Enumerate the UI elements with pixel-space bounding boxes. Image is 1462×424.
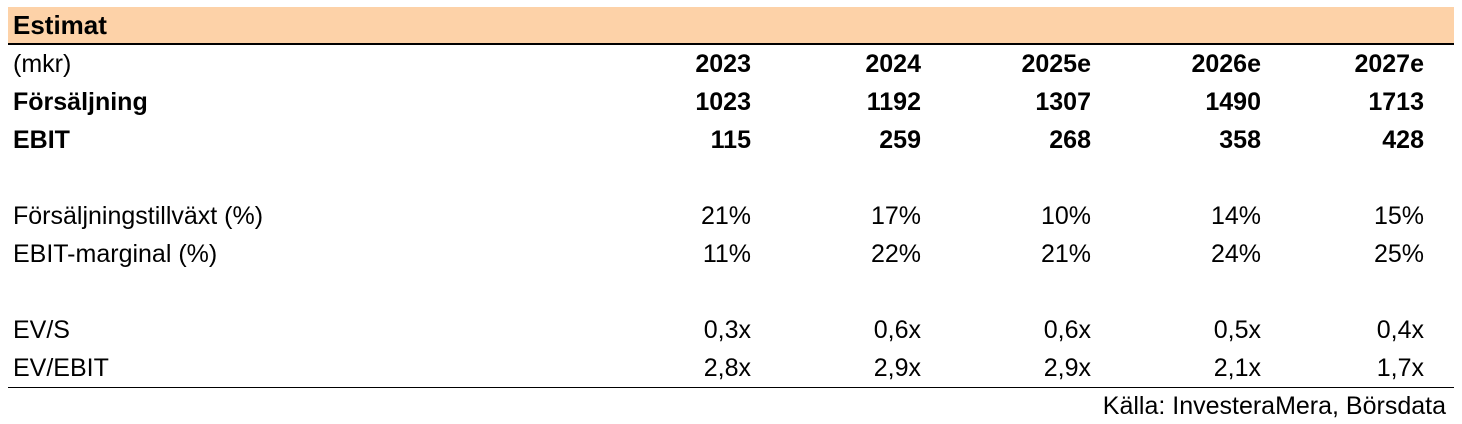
row-label: Försäljningstillväxt (%) (13, 201, 264, 230)
table-cell: 1307 (1035, 87, 1091, 116)
table-title: Estimat (13, 9, 107, 40)
year-header: 2026e (1191, 49, 1261, 78)
table-cell: 1192 (866, 87, 921, 116)
ev-ebit-row: EV/EBIT 2,8x 2,9x 2,9x 2,1x 1,7x (8, 349, 1454, 387)
table-cell: 2,9x (873, 353, 921, 382)
table-title-bar: Estimat (8, 7, 1454, 45)
year-header: 2027e (1354, 49, 1424, 78)
table-cell: 1023 (695, 87, 751, 116)
table-cell: 0,5x (1213, 315, 1261, 344)
row-label: EV/EBIT (13, 353, 109, 382)
table-cell: 0,4x (1376, 315, 1424, 344)
table-cell: 25% (1373, 239, 1424, 268)
table-cell: 2,9x (1043, 353, 1091, 382)
row-label: EBIT-marginal (%) (13, 239, 218, 268)
margin-row: EBIT-marginal (%) 11% 22% 21% 24% 25% (8, 235, 1454, 273)
table-cell: 21% (700, 201, 751, 230)
year-header: 2023 (695, 49, 751, 78)
table-cell: 358 (1219, 125, 1261, 154)
header-row: (mkr) 2023 2024 2025e 2026e 2027e (8, 45, 1454, 83)
table-cell: 15% (1373, 201, 1424, 230)
table-cell: 1713 (1368, 87, 1424, 116)
table-cell: 0,6x (1043, 315, 1091, 344)
table-cell: 1,7x (1376, 353, 1424, 382)
table-cell: 428 (1382, 125, 1424, 154)
table-cell: 259 (879, 125, 921, 154)
ebit-row: EBIT 115 259 268 358 428 (8, 121, 1454, 159)
table-cell: 10% (1040, 201, 1091, 230)
source-note: Källa: InvesteraMera, Börsdata (1102, 392, 1446, 420)
table-cell: 14% (1210, 201, 1261, 230)
ev-s-row: EV/S 0,3x 0,6x 0,6x 0,5x 0,4x (8, 311, 1454, 349)
table-cell: 1490 (1205, 87, 1261, 116)
row-label: Försäljning (13, 87, 148, 116)
table-bottom-rule (8, 387, 1454, 388)
row-spacer (8, 273, 1454, 311)
unit-label: (mkr) (13, 49, 72, 78)
table-cell: 17% (870, 201, 921, 230)
row-spacer (8, 159, 1454, 197)
table-cell: 11% (702, 239, 751, 268)
table-cell: 24% (1210, 239, 1261, 268)
table-cell: 0,3x (703, 315, 751, 344)
table-cell: 21% (1040, 239, 1091, 268)
table-cell: 268 (1049, 125, 1091, 154)
year-header: 2024 (865, 49, 921, 78)
row-label: EV/S (13, 315, 70, 344)
row-label: EBIT (13, 125, 70, 154)
year-header: 2025e (1021, 49, 1091, 78)
sales-row: Försäljning 1023 1192 1307 1490 1713 (8, 83, 1454, 121)
table-cell: 2,1x (1213, 353, 1261, 382)
table-cell: 115 (710, 125, 751, 154)
table-cell: 0,6x (873, 315, 921, 344)
estimates-table: Estimat (mkr) 2023 2024 2025e 2026e 2027… (8, 7, 1454, 424)
table-cell: 2,8x (703, 353, 751, 382)
table-cell: 22% (870, 239, 921, 268)
growth-row: Försäljningstillväxt (%) 21% 17% 10% 14%… (8, 197, 1454, 235)
